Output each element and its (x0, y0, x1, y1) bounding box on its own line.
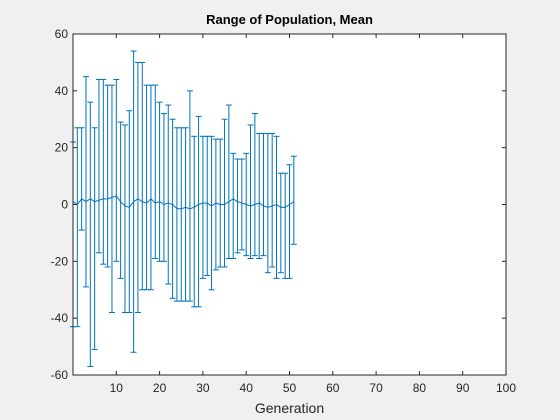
y-tick-label: 20 (55, 141, 69, 155)
x-axis-ticks: 10 20 30 40 50 60 70 80 90 100 (110, 34, 516, 395)
error-bar (160, 113, 167, 262)
error-bar (186, 90, 193, 302)
error-bar (152, 84, 159, 259)
error-bar (269, 132, 276, 268)
chart-title: Range of Population, Mean (206, 12, 373, 27)
y-tick-label: -40 (51, 311, 69, 325)
x-tick-label: 100 (496, 381, 516, 395)
error-bar (238, 158, 245, 251)
error-bar (247, 124, 254, 259)
y-tick-label: 60 (55, 27, 69, 41)
error-bar (82, 76, 89, 288)
x-tick-label: 30 (196, 381, 210, 395)
error-bar (221, 118, 228, 268)
y-axis-ticks: 60 40 20 0 -20 -40 -60 (51, 27, 506, 382)
error-bar (251, 113, 258, 257)
error-bar (290, 155, 297, 245)
x-tick-label: 40 (240, 381, 254, 395)
error-bar (195, 115, 202, 308)
error-bar (87, 101, 94, 367)
x-tick-label: 10 (110, 381, 124, 395)
error-bar (126, 110, 133, 313)
error-bar (169, 118, 176, 299)
y-tick-label: -60 (51, 368, 69, 382)
error-bar (91, 127, 98, 350)
x-tick-label: 50 (283, 381, 297, 395)
error-bars (70, 50, 297, 367)
x-tick-label: 60 (326, 381, 340, 395)
error-bar (273, 135, 280, 279)
y-tick-label: -20 (51, 254, 69, 268)
x-axis-label: Generation (255, 400, 324, 416)
mean-line (72, 195, 295, 210)
y-tick-label: 0 (61, 198, 68, 212)
error-bar (286, 164, 293, 279)
error-bar (78, 127, 85, 231)
error-bar (208, 135, 215, 291)
error-bar (108, 84, 115, 313)
x-tick-label: 70 (369, 381, 383, 395)
error-bar (100, 78, 107, 265)
error-bar (117, 121, 124, 279)
error-bar (230, 152, 237, 259)
x-tick-label: 20 (153, 381, 167, 395)
x-tick-label: 80 (413, 381, 427, 395)
y-tick-label: 40 (55, 84, 69, 98)
error-bar (165, 104, 172, 285)
error-bar (113, 78, 120, 262)
x-tick-label: 90 (456, 381, 470, 395)
